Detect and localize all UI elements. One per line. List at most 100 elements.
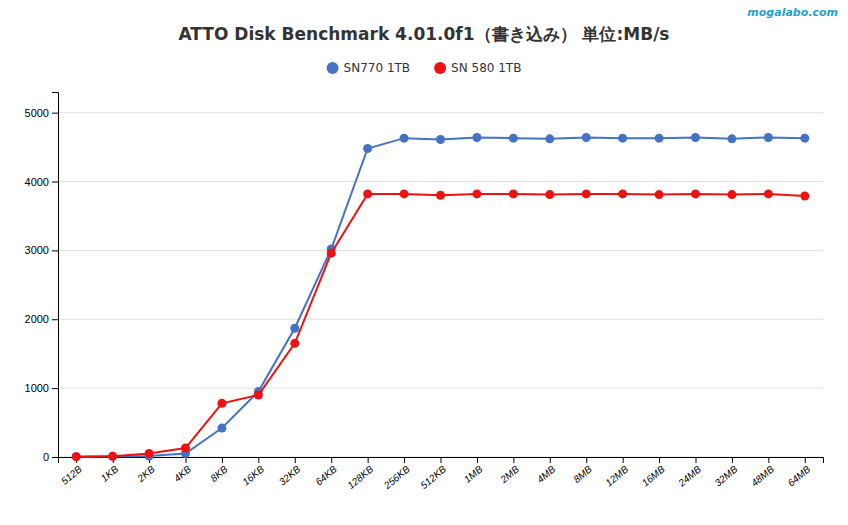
tick-label: 256KB	[381, 463, 412, 492]
tick-label: 12MB	[603, 463, 630, 488]
tick: 16MB	[640, 457, 667, 489]
point	[618, 134, 627, 143]
point	[764, 133, 773, 142]
legend-item: SN 580 1TB	[434, 61, 521, 75]
point	[655, 190, 664, 199]
tick-mark	[331, 457, 332, 463]
point	[327, 249, 336, 258]
plot: 010002000300040005000512B1KB2KB4KB8KB16K…	[25, 93, 824, 492]
point	[436, 135, 445, 144]
axis-line	[59, 458, 824, 464]
tick-label: 512KB	[418, 463, 448, 491]
point	[800, 191, 809, 200]
point	[800, 134, 809, 143]
point	[217, 424, 226, 433]
tick-mark	[52, 182, 58, 183]
tick-mark	[222, 457, 223, 463]
tick: 0	[43, 451, 58, 463]
tick-mark	[586, 457, 587, 463]
point	[727, 134, 736, 143]
tick: 8MB	[571, 457, 594, 485]
tick-label: 2KB	[134, 463, 157, 484]
tick-label: 512B	[59, 463, 84, 487]
tick-label: 8MB	[571, 463, 594, 485]
tick-mark	[52, 250, 58, 251]
tick: 24MB	[675, 457, 703, 489]
grid-line	[58, 250, 823, 251]
point	[436, 191, 445, 200]
point	[509, 134, 518, 143]
point	[509, 189, 518, 198]
point	[145, 449, 154, 458]
point	[400, 189, 409, 198]
tick-label: 0	[43, 451, 49, 463]
legend-label: SN 580 1TB	[451, 61, 521, 75]
point	[72, 452, 81, 461]
tick-mark	[52, 388, 58, 389]
point	[727, 190, 736, 199]
tick-mark	[368, 457, 369, 463]
tick: 64MB	[785, 457, 812, 489]
tick: 16KB	[240, 457, 266, 488]
point	[181, 444, 190, 453]
chart: ATTO Disk Benchmark 4.01.0f1（書き込み） 単位:MB…	[0, 0, 848, 525]
tick-label: 24MB	[675, 463, 703, 489]
tick-label: 128KB	[345, 463, 375, 491]
legend-marker	[327, 62, 339, 74]
point	[472, 189, 481, 198]
tick-mark	[659, 457, 660, 463]
tick-label: 3000	[25, 244, 49, 256]
grid	[58, 113, 823, 457]
tick-mark	[623, 457, 624, 463]
title: ATTO Disk Benchmark 4.01.0f1（書き込み） 単位:MB…	[178, 24, 669, 44]
tick: 1MB	[462, 457, 485, 485]
x-axis: 512B1KB2KB4KB8KB16KB32KB64KB128KB256KB51…	[59, 457, 824, 492]
legend-item: SN770 1TB	[327, 61, 411, 75]
tick-label: 1000	[25, 382, 49, 394]
watermark: mogalabo.com	[747, 6, 838, 19]
tick-mark	[477, 457, 478, 463]
tick-mark	[404, 457, 405, 463]
legend-label: SN770 1TB	[344, 61, 411, 75]
tick-mark	[52, 113, 58, 114]
tick: 2KB	[134, 457, 157, 485]
grid-line	[58, 112, 823, 113]
tick-label: 32KB	[277, 463, 303, 487]
point	[582, 189, 591, 198]
tick-label: 2MB	[497, 463, 521, 485]
tick: 4000	[25, 176, 58, 188]
legend-marker	[434, 62, 446, 74]
tick: 3000	[25, 244, 58, 256]
tick-mark	[732, 457, 733, 463]
point	[545, 134, 554, 143]
point	[691, 133, 700, 142]
tick: 32MB	[713, 457, 740, 489]
tick: 8KB	[208, 457, 230, 484]
tick: 128KB	[345, 457, 375, 491]
tick: 512B	[59, 457, 84, 487]
tick-label: 1MB	[462, 463, 485, 485]
tick-label: 48MB	[749, 463, 776, 488]
marks	[72, 133, 810, 461]
tick-label: 4MB	[535, 463, 558, 485]
tick-label: 8KB	[208, 463, 230, 484]
tick: 12MB	[603, 457, 630, 489]
line	[76, 194, 805, 457]
line	[76, 137, 805, 456]
markers	[72, 133, 810, 461]
grid-line	[58, 319, 823, 320]
tick-mark	[441, 457, 442, 463]
point	[691, 189, 700, 198]
point	[400, 134, 409, 143]
tick: 4KB	[172, 457, 194, 484]
tick-mark	[258, 457, 259, 463]
tick: 48MB	[749, 457, 776, 489]
point	[764, 189, 773, 198]
tick-label: 1KB	[99, 463, 121, 484]
grid-line	[58, 181, 823, 182]
point	[363, 144, 372, 153]
tick-mark	[295, 457, 296, 463]
markers	[72, 189, 810, 461]
legend: SN770 1TB SN 580 1TB	[327, 61, 522, 75]
point	[618, 189, 627, 198]
